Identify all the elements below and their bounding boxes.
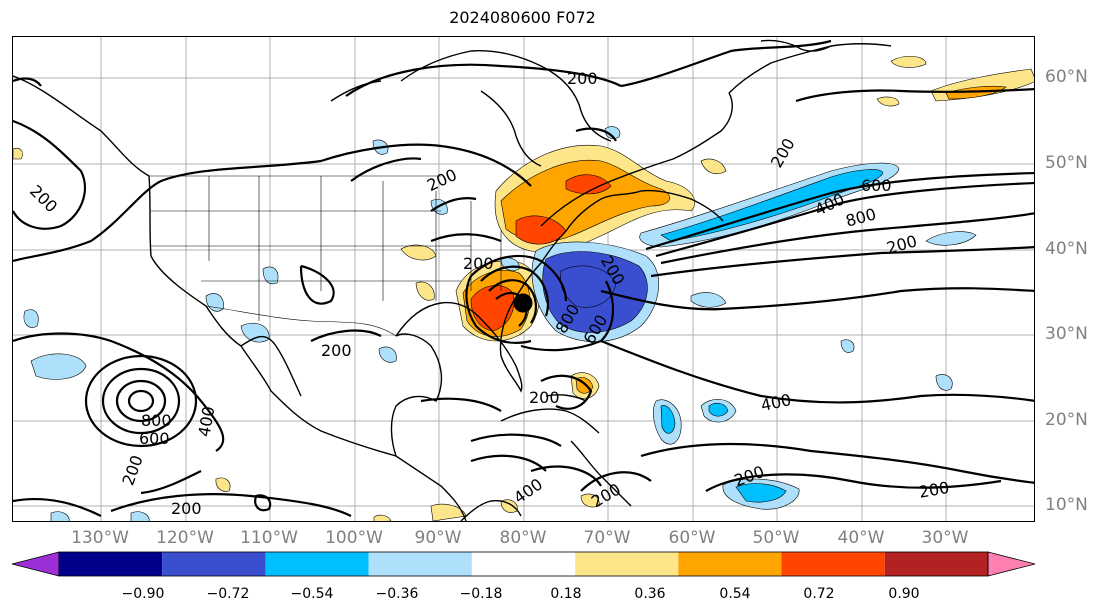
colorbar-tick-label: 0.72: [803, 586, 835, 602]
colorbar-tick-label: 0.90: [888, 586, 920, 602]
colorbar-tick-label: −0.90: [121, 586, 165, 602]
colorbar-tick-label: −0.36: [375, 586, 419, 602]
colorbar-segment: [471, 552, 576, 576]
longitude-label: 50°W: [752, 528, 800, 548]
contour-label: 200: [321, 341, 352, 360]
contour-label: 800: [844, 204, 878, 230]
colorbar-segment: [884, 552, 988, 576]
colorbar-segment: [162, 552, 266, 576]
colorbar-tick-label: −0.54: [290, 586, 334, 602]
contour-label: 800: [141, 411, 172, 430]
contour-label: 200: [529, 388, 560, 407]
colorbar-segment: [575, 552, 679, 576]
contour-label: 200: [118, 453, 146, 488]
longitude-label: 110°W: [240, 528, 298, 548]
contour-labels: 200 200 200 200 200 200 200 200 200 200 …: [26, 69, 951, 518]
contour-label: 200: [424, 165, 460, 195]
colorbar-tick-label: −0.72: [206, 586, 250, 602]
colorbar-extend-low: [11, 551, 60, 577]
contours: [13, 39, 1034, 517]
colorbar-segment: [59, 552, 163, 576]
colorbar-segment: [678, 552, 782, 576]
contour-label: 200: [463, 254, 494, 273]
contour-label: 400: [759, 390, 793, 415]
longitude-label: 90°W: [414, 528, 462, 548]
political-borders: [149, 175, 502, 337]
longitude-label: 100°W: [325, 528, 383, 548]
storm-center: [513, 293, 533, 313]
contour-label: 200: [567, 69, 598, 88]
latitude-label: 60°N: [1045, 67, 1088, 87]
contour-label: 200: [26, 181, 61, 216]
colorbar-tick-label: 0.36: [634, 586, 666, 602]
colorbar: [11, 551, 1036, 577]
colorbar-segment: [265, 552, 369, 576]
map-panel: 200 200 200 200 200 200 200 200 200 200 …: [12, 36, 1035, 522]
contour-label: 200: [767, 135, 799, 171]
pacific-low-contours: [84, 354, 198, 448]
longitude-label: 120°W: [156, 528, 214, 548]
latitude-label: 20°N: [1045, 410, 1088, 430]
colorbar-extend-high: [987, 551, 1036, 577]
colorbar-tick-label: 0.54: [719, 586, 751, 602]
map-canvas: 200 200 200 200 200 200 200 200 200 200 …: [13, 37, 1034, 521]
latitude-label: 30°N: [1045, 324, 1088, 344]
contour-label: 400: [510, 474, 546, 507]
longitude-label: 130°W: [71, 528, 129, 548]
colorbar-segment: [781, 552, 885, 576]
latitude-label: 50°N: [1045, 153, 1088, 173]
longitude-label: 80°W: [499, 528, 547, 548]
longitude-label: 70°W: [583, 528, 631, 548]
colorbar-segments: [11, 551, 1036, 577]
longitude-label: 40°W: [837, 528, 885, 548]
colorbar-tick-label: −0.18: [459, 586, 503, 602]
figure-title: 2024080600 F072: [449, 8, 596, 27]
coastlines: [13, 39, 892, 521]
shaded-field: [13, 56, 1034, 521]
longitude-label: 60°W: [668, 528, 716, 548]
contour-label: 200: [171, 499, 202, 518]
contour-label: 200: [885, 231, 919, 257]
contour-label: 600: [861, 176, 892, 195]
colorbar-segment: [368, 552, 472, 576]
latitude-label: 40°N: [1045, 239, 1088, 259]
longitude-label: 30°W: [921, 528, 969, 548]
colorbar-outline: [58, 551, 989, 577]
latitude-label: 10°N: [1045, 495, 1088, 515]
colorbar-tick-label: 0.18: [550, 586, 582, 602]
contour-label: 600: [139, 429, 170, 448]
contour-label: 400: [194, 405, 218, 438]
